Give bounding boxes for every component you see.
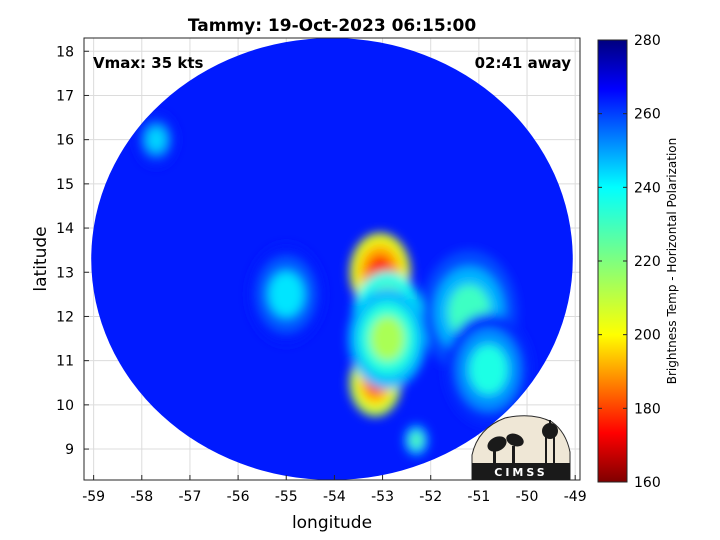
brightness-feature [410,432,423,448]
colorbar-tick-label: 240 [634,180,661,196]
chart-title: Tammy: 19-Oct-2023 06:15:00 [188,16,476,36]
y-tick-label: 18 [56,44,74,60]
y-tick-label: 10 [56,398,74,414]
x-axis-ticks: -59 -58 -57 -56 -55 -54 -53 -52 -51 -50 -49 [82,475,587,505]
colorbar-tick-label: 160 [634,475,661,491]
y-axis-label: latitude [31,226,51,291]
vmax-annotation: Vmax: 35 kts [93,54,203,72]
y-tick-label: 16 [56,133,74,149]
colorbar-tick-label: 180 [634,401,661,417]
colorbar [597,39,628,483]
plot-frame [83,37,581,481]
x-tick-label: -54 [323,489,346,505]
logo-text: CIMSS [494,466,547,479]
y-tick-label: 12 [56,309,74,325]
colorbar-tick-label: 220 [634,254,661,270]
x-tick-label: -50 [516,489,539,505]
y-axis-ticks: 9 10 11 12 13 14 15 16 17 18 [56,44,89,458]
x-tick-label: -56 [227,489,250,505]
time-away-annotation: 02:41 away [475,54,572,72]
brightness-feature [268,271,304,317]
y-tick-label: 9 [65,442,74,458]
x-tick-label: -53 [371,489,394,505]
x-tick-label: -57 [179,489,202,505]
x-tick-label: -51 [467,489,490,505]
swath-image [91,38,573,480]
x-tick-label: -55 [275,489,298,505]
x-tick-label: -58 [130,489,153,505]
y-tick-label: 15 [56,177,74,193]
x-axis-label: longitude [292,513,372,533]
y-tick-label: 14 [56,221,74,237]
colorbar-tick-label: 260 [634,107,661,123]
x-tick-label: -52 [419,489,442,505]
y-tick-label: 17 [56,88,74,104]
brightness-feature [146,127,166,153]
brightness-feature [469,344,508,395]
colorbar-label: Brightness Temp - Horizontal Polarizatio… [665,138,679,385]
x-tick-label: -59 [82,489,105,505]
cimss-logo: CIMSS [471,415,571,481]
colorbar-tick-label: 200 [634,328,661,344]
brightness-feature [370,316,405,362]
y-tick-label: 11 [56,354,74,370]
colorbar-ticks: 160 180 200 220 240 260 280 [598,33,661,491]
colorbar-tick-label: 280 [634,33,661,49]
x-tick-label: -49 [564,489,587,505]
y-tick-label: 13 [56,265,74,281]
